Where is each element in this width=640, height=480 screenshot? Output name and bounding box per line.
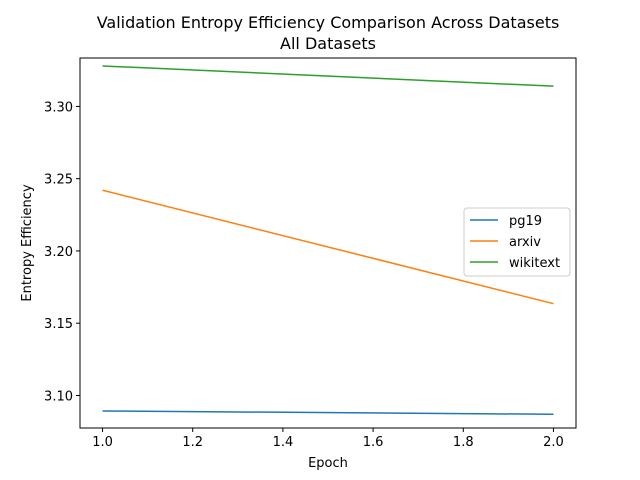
x-tick-label: 1.2 bbox=[182, 435, 203, 450]
legend-label-pg19: pg19 bbox=[509, 214, 542, 229]
plot-frame bbox=[79, 57, 577, 429]
y-tick-label: 3.15 bbox=[44, 317, 73, 332]
legend-label-arxiv: arxiv bbox=[509, 235, 541, 250]
series-line-wikitext bbox=[102, 65, 554, 87]
x-tick-label: 1.8 bbox=[453, 435, 474, 450]
legend-box bbox=[463, 207, 571, 277]
x-axis: 1.0 1.2 1.4 1.6 1.8 2.0 bbox=[92, 428, 564, 450]
plot-lines bbox=[102, 65, 554, 416]
y-tick-label: 3.10 bbox=[44, 389, 73, 404]
y-tick-label: 3.25 bbox=[44, 173, 73, 188]
chart-title: Validation Entropy Efficiency Comparison… bbox=[97, 13, 560, 32]
x-axis-label: Epoch bbox=[308, 456, 348, 471]
legend: pg19 arxiv wikitext bbox=[463, 207, 571, 277]
x-tick-label: 1.0 bbox=[92, 435, 113, 450]
x-tick-label: 1.6 bbox=[363, 435, 384, 450]
series-line-arxiv bbox=[102, 189, 554, 305]
chart-subtitle: All Datasets bbox=[280, 34, 376, 53]
y-tick-label: 3.20 bbox=[44, 245, 73, 260]
y-axis: 3.10 3.15 3.20 3.25 3.30 bbox=[44, 100, 80, 404]
x-tick-label: 1.4 bbox=[273, 435, 294, 450]
legend-label-wikitext: wikitext bbox=[509, 256, 560, 271]
series-line-pg19 bbox=[102, 410, 554, 416]
x-tick-label: 2.0 bbox=[543, 435, 564, 450]
y-tick-label: 3.30 bbox=[44, 100, 73, 115]
y-axis-label: Entropy Efficiency bbox=[20, 184, 35, 302]
